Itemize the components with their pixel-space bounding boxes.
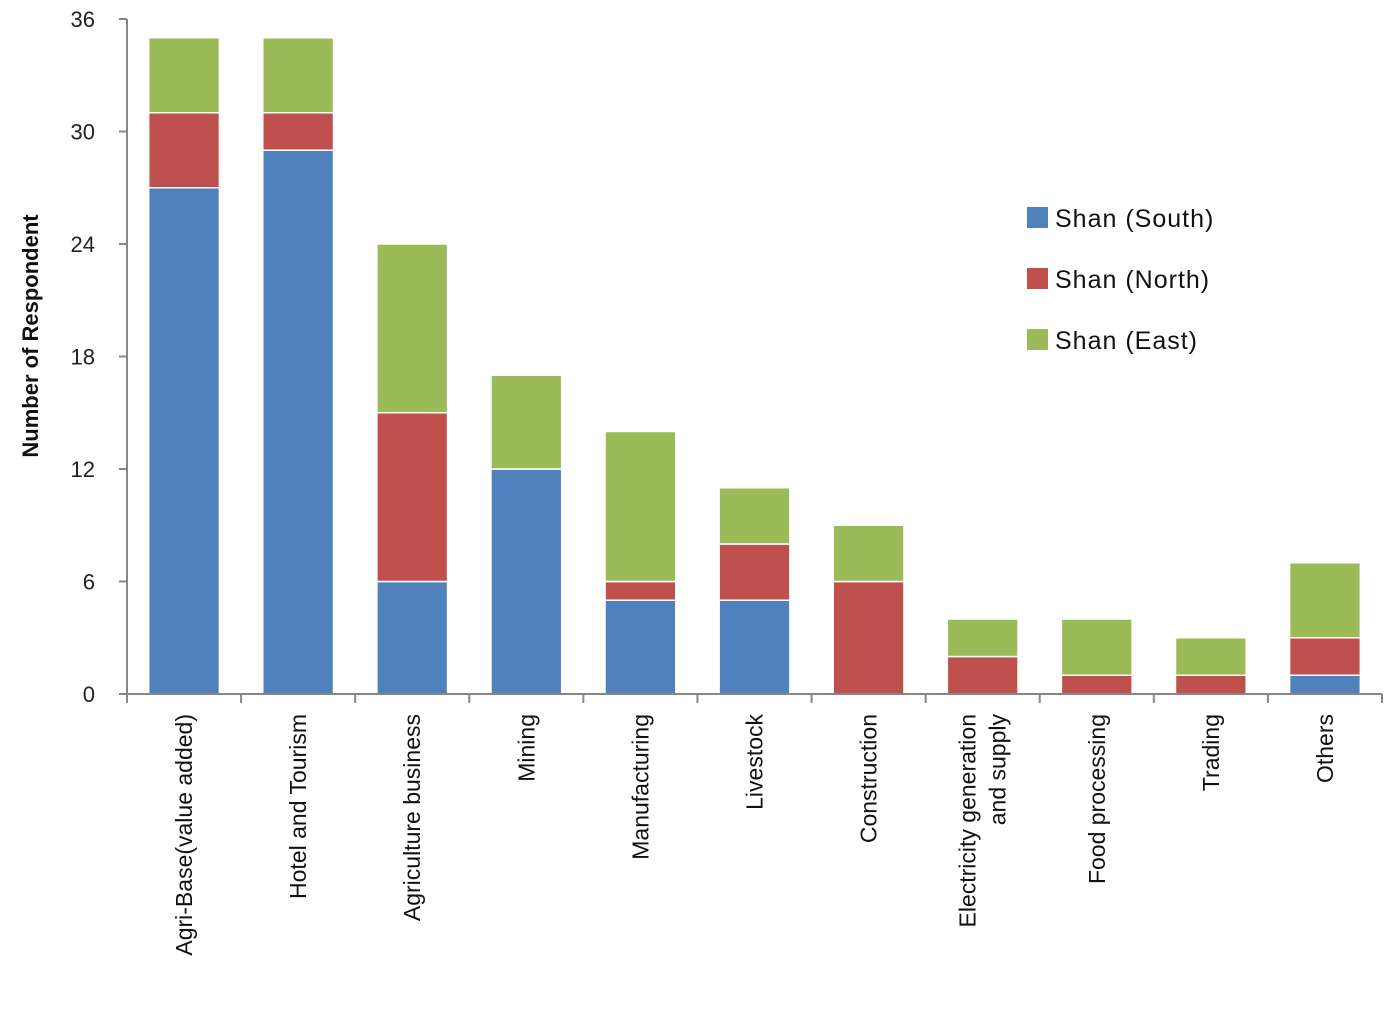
y-tick-label-6: 36 — [71, 7, 95, 32]
bar-segment-3-series-1 — [377, 582, 448, 695]
bar-segment-1-series-3 — [149, 38, 220, 113]
y-tick-label-0: 0 — [83, 682, 95, 707]
bar-segment-11-series-1 — [1290, 675, 1361, 694]
y-tick-label-1: 6 — [83, 570, 95, 595]
y-tick-label-4: 24 — [71, 232, 95, 257]
bar-segment-4-series-3 — [491, 375, 562, 469]
x-category-label-4: Mining — [513, 714, 539, 782]
bar-segment-10-series-3 — [1176, 638, 1247, 676]
x-category-label-2: Hotel and Tourism — [285, 714, 311, 899]
x-category-label-8-line-1: Electricity generation — [955, 714, 981, 928]
legend-label-2: Shan (North) — [1055, 266, 1210, 294]
legend: Shan (South) Shan (North) Shan (East) — [1027, 205, 1214, 355]
bar-segment-6-series-2 — [719, 544, 790, 600]
x-category-label-6: Livestock — [742, 714, 768, 810]
x-category-label-10: Trading — [1198, 714, 1224, 791]
x-category-label-9: Food processing — [1084, 714, 1110, 884]
y-tick-label-5: 30 — [71, 120, 95, 145]
legend-swatch-1 — [1027, 207, 1048, 228]
legend-label-1: Shan (South) — [1055, 205, 1214, 233]
bar-segment-11-series-3 — [1290, 563, 1361, 638]
bar-segment-5-series-1 — [605, 600, 676, 694]
bar-segment-9-series-3 — [1061, 619, 1132, 675]
bar-segment-11-series-2 — [1290, 638, 1361, 676]
bar-segment-6-series-1 — [719, 600, 790, 694]
bar-segment-3-series-3 — [377, 244, 448, 413]
bar-segment-2-series-3 — [263, 38, 334, 113]
bar-segment-7-series-3 — [833, 525, 904, 581]
bar-segment-6-series-3 — [719, 488, 790, 544]
bar-segment-5-series-2 — [605, 582, 676, 601]
bar-segment-1-series-2 — [149, 113, 220, 188]
y-tick-label-2: 12 — [71, 457, 95, 482]
bar-segment-9-series-2 — [1061, 675, 1132, 694]
x-category-label-7: Construction — [856, 714, 882, 843]
legend-label-3: Shan (East) — [1055, 327, 1198, 355]
bar-segment-4-series-1 — [491, 469, 562, 694]
bar-segment-2-series-1 — [263, 150, 334, 694]
bar-segment-5-series-3 — [605, 432, 676, 582]
bars-layer — [149, 38, 1361, 694]
bar-segment-1-series-1 — [149, 188, 220, 694]
x-category-label-1: Agri-Base(value added) — [171, 714, 197, 956]
legend-swatch-2 — [1027, 268, 1048, 289]
bar-segment-7-series-2 — [833, 582, 904, 695]
x-category-label-11: Others — [1312, 714, 1338, 783]
bar-segment-8-series-3 — [947, 619, 1018, 657]
bar-segment-2-series-2 — [263, 113, 334, 151]
y-tick-label-3: 18 — [71, 345, 95, 370]
y-axis-title: Number of Respondent — [18, 214, 43, 458]
legend-swatch-3 — [1027, 329, 1048, 350]
x-category-label-8-line-2: and supply — [985, 714, 1011, 826]
x-category-label-5: Manufacturing — [627, 714, 653, 860]
bar-segment-10-series-2 — [1176, 675, 1247, 694]
bar-segment-3-series-2 — [377, 413, 448, 582]
x-category-label-3: Agriculture business — [399, 714, 425, 921]
bar-segment-8-series-2 — [947, 657, 1018, 695]
